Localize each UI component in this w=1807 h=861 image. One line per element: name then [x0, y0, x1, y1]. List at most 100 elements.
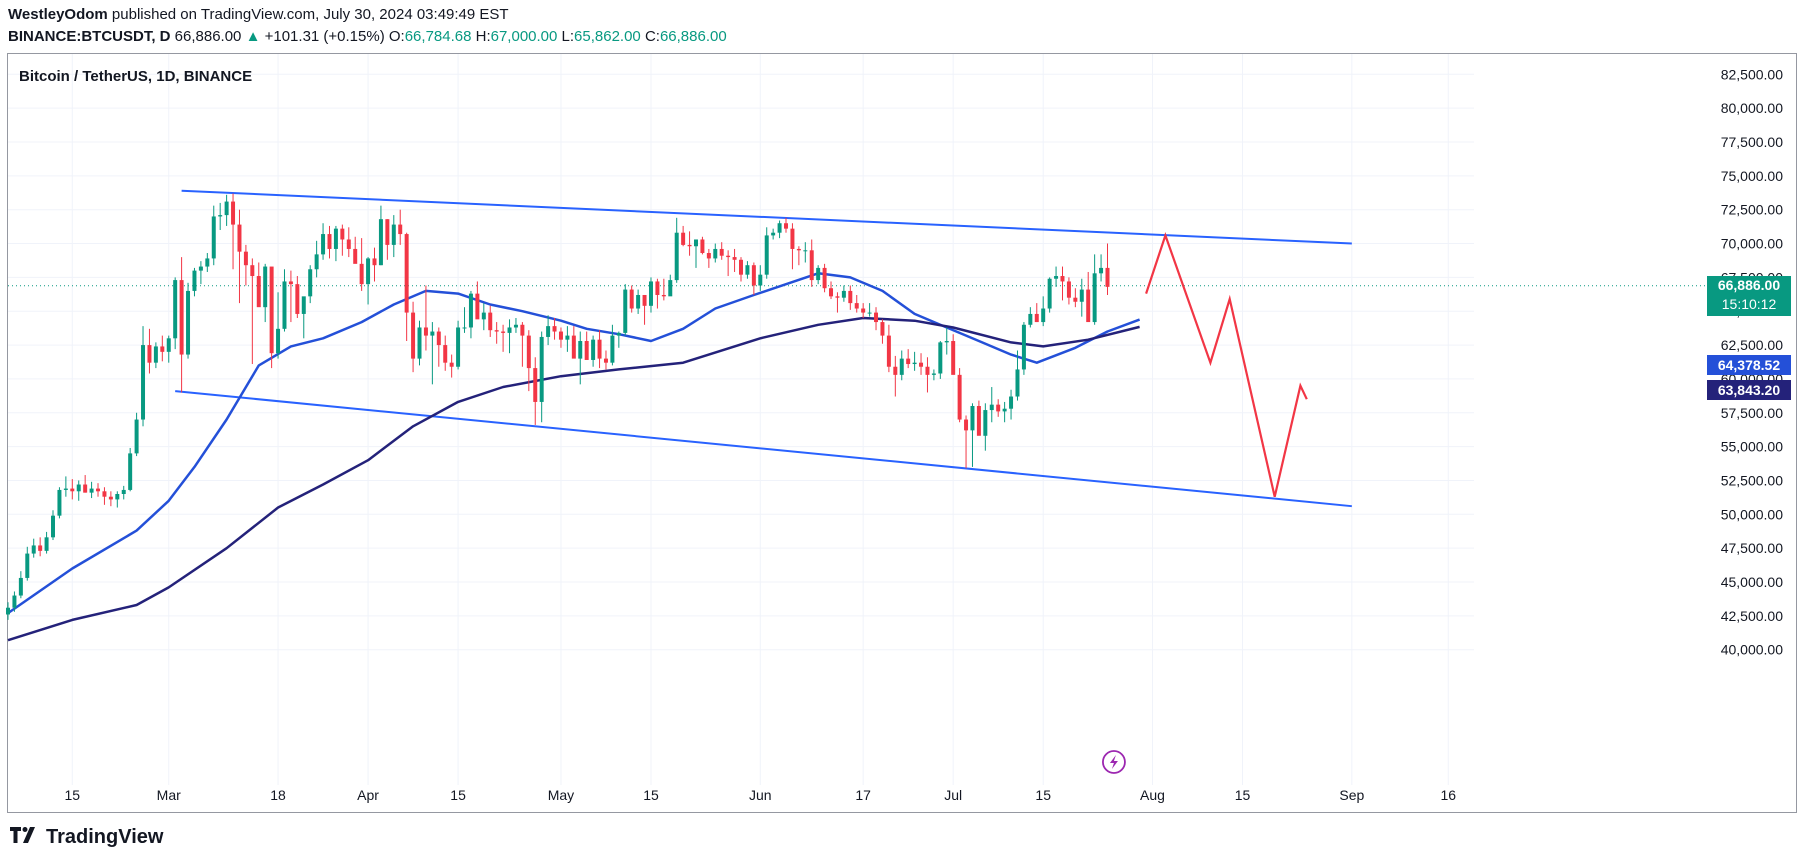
candle-body — [391, 224, 396, 245]
candle-body — [314, 254, 319, 270]
candle-body — [83, 484, 88, 493]
candle-body — [687, 244, 692, 247]
candle-body — [1034, 313, 1039, 323]
y-tick-label: 72,500.00 — [1721, 202, 1783, 218]
candle-body — [784, 223, 789, 229]
symbol-name[interactable]: BINANCE:BTCUSDT, D — [8, 28, 171, 45]
candle-body — [1079, 289, 1084, 302]
candle-body — [38, 545, 43, 551]
tradingview-brand[interactable]: TradingView — [10, 826, 163, 849]
candle-body — [893, 366, 898, 375]
candle-body — [597, 339, 602, 359]
candle-body — [616, 332, 621, 336]
candle-body — [636, 294, 641, 309]
y-tick-label: 55,000.00 — [1721, 439, 1783, 455]
x-tick-label: 18 — [270, 787, 286, 803]
candle-body — [1047, 278, 1052, 309]
candle-body — [179, 280, 184, 355]
candle-body — [443, 345, 448, 363]
candle-body — [526, 335, 531, 369]
candle-body — [218, 215, 223, 217]
last-price: 66,886.00 — [174, 28, 242, 45]
candle-body — [301, 296, 306, 314]
candle-body — [366, 258, 371, 285]
candle-body — [1073, 297, 1078, 302]
moving-average-line — [7, 272, 1141, 615]
candle-body — [423, 327, 428, 336]
candle-body — [1099, 267, 1104, 274]
candle-body — [912, 362, 917, 365]
candle-body — [108, 496, 113, 500]
candle-body — [475, 293, 480, 320]
chart-frame — [7, 53, 1797, 813]
candle-body — [243, 251, 248, 266]
high-label: H: — [475, 28, 491, 45]
candle-body — [1009, 396, 1014, 409]
y-tick-label: 42,500.00 — [1721, 608, 1783, 624]
candle-body — [282, 281, 287, 329]
candle-body — [906, 358, 911, 365]
open-value: 66,784.68 — [404, 28, 472, 45]
candle-body — [1066, 281, 1071, 298]
y-tick-label: 80,000.00 — [1721, 100, 1783, 116]
publisher-name[interactable]: WestleyOdom — [8, 6, 108, 23]
candle-body — [661, 294, 666, 297]
candle-body — [295, 284, 300, 314]
candle-body — [481, 312, 486, 320]
candle-body — [321, 234, 326, 255]
candle-body — [899, 358, 904, 375]
candle-body — [829, 288, 834, 297]
y-tick-label: 47,500.00 — [1721, 540, 1783, 556]
candle-body — [719, 248, 724, 256]
candle-body — [276, 328, 281, 354]
candle-body — [867, 312, 872, 314]
candle-body — [1002, 408, 1007, 412]
candle-body — [976, 406, 981, 436]
candle-body — [96, 488, 101, 492]
candle-body — [919, 362, 924, 367]
x-tick-label: 15 — [1035, 787, 1051, 803]
candle-body — [121, 489, 126, 494]
x-tick-label: Apr — [357, 787, 379, 803]
publish-info: WestleyOdom published on TradingView.com… — [8, 6, 509, 23]
candle-body — [44, 537, 49, 551]
candle-body — [809, 250, 814, 281]
tradingview-brand-name: TradingView — [46, 826, 164, 848]
candle-body — [886, 335, 891, 367]
candle-body — [603, 358, 608, 363]
candle-body — [964, 419, 969, 431]
candle-body — [726, 255, 731, 258]
candle-body — [211, 216, 216, 259]
candle-body — [989, 404, 994, 411]
candle-body — [153, 346, 158, 363]
price-scale-label: 64,378.52 — [1707, 355, 1791, 375]
up-arrow-icon: ▲ — [245, 28, 261, 45]
price-label-value: 66,886.00 — [1717, 276, 1781, 293]
candle-body — [693, 239, 698, 247]
moving-average-line — [7, 316, 1140, 642]
candle-body — [803, 250, 808, 252]
published-text: published on TradingView.com, July 30, 2… — [111, 6, 509, 23]
candle-body — [12, 595, 17, 608]
y-tick-label: 40,000.00 — [1721, 642, 1783, 658]
candle-body — [308, 269, 313, 297]
candle-body — [468, 293, 473, 328]
candle-body — [134, 419, 139, 454]
candle-body — [327, 234, 332, 249]
candle-body — [925, 366, 930, 375]
candle-body — [507, 327, 512, 333]
x-tick-label: May — [548, 787, 574, 803]
candle-body — [256, 276, 261, 308]
candle-body — [796, 248, 801, 251]
x-tick-label: Aug — [1140, 787, 1165, 803]
candle-body — [938, 342, 943, 374]
candle-body — [546, 326, 551, 337]
candle-body — [732, 257, 737, 260]
candle-body — [456, 327, 461, 367]
candle-body — [1021, 324, 1026, 370]
candle-body — [584, 341, 589, 360]
candle-body — [269, 266, 274, 354]
x-tick-label: 15 — [450, 787, 466, 803]
candle-body — [173, 280, 178, 339]
